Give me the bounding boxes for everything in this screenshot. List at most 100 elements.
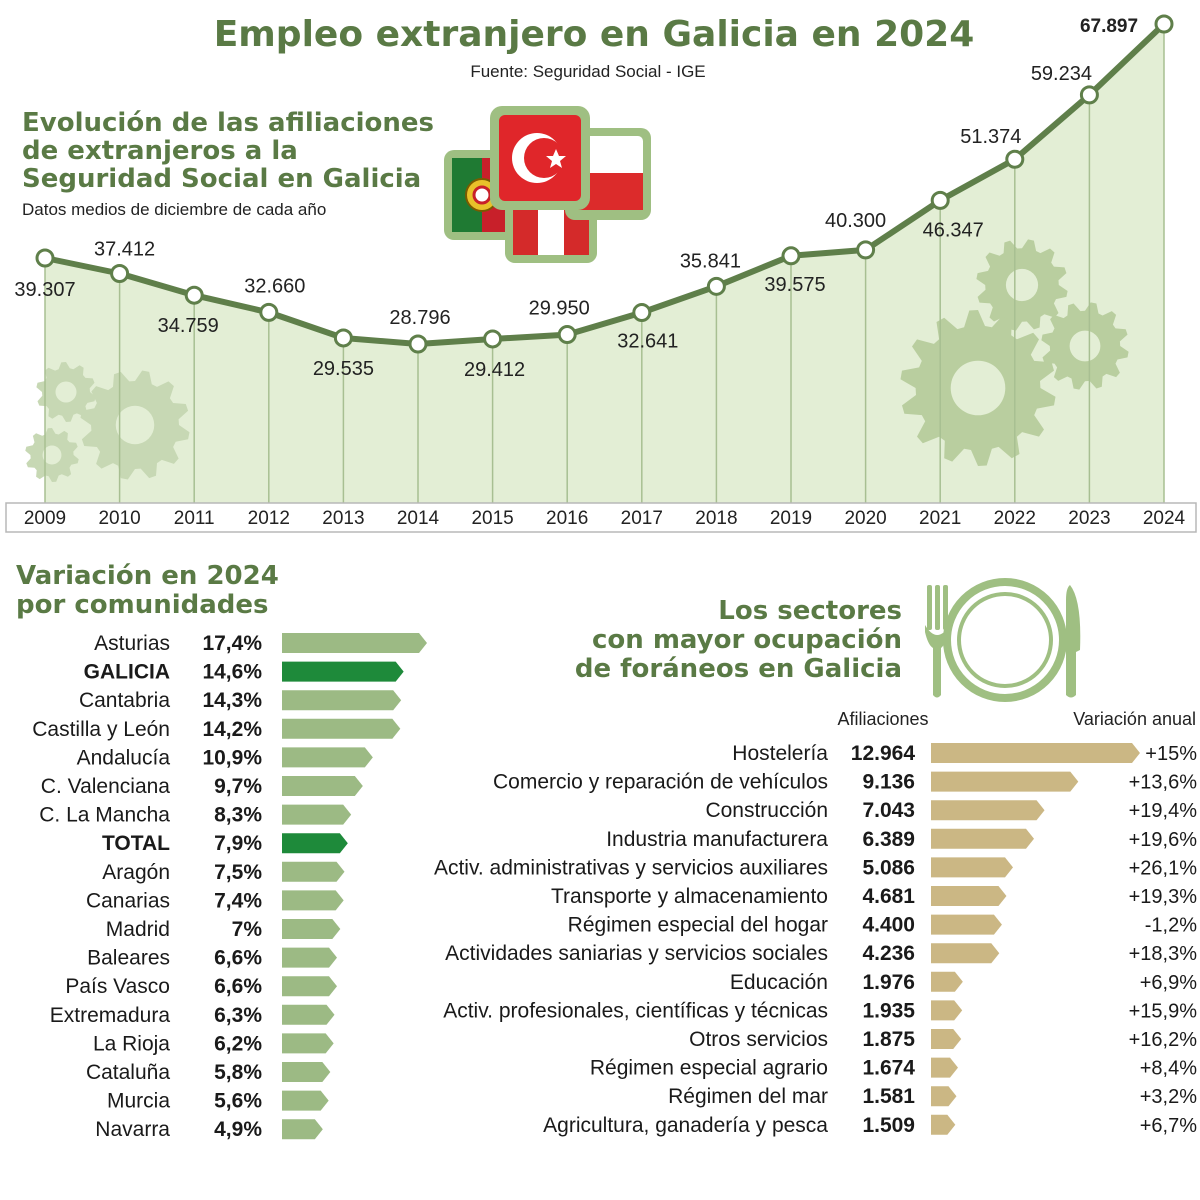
region-value: 17,4% bbox=[202, 632, 262, 655]
sector-variation: +15% bbox=[1145, 743, 1197, 765]
sector-bar bbox=[931, 1086, 957, 1107]
region-name: La Rioja bbox=[93, 1032, 170, 1055]
region-value: 7% bbox=[232, 918, 263, 941]
data-label-2019: 39.575 bbox=[764, 274, 825, 296]
plate-cutlery-icon bbox=[925, 578, 1081, 702]
sector-row: Hostelería 12.964 +15% bbox=[732, 742, 1197, 765]
region-value: 5,8% bbox=[214, 1061, 262, 1084]
region-row: Canarias 7,4% bbox=[86, 889, 344, 912]
sector-name: Transporte y almacenamiento bbox=[551, 885, 828, 908]
year-label-2021: 2021 bbox=[919, 508, 961, 529]
sector-affiliations: 1.875 bbox=[862, 1028, 915, 1051]
sector-affiliations: 1.509 bbox=[862, 1114, 915, 1137]
sector-row: Industria manufacturera 6.389 +19,6% bbox=[606, 828, 1197, 851]
regions-title-line-1: Variación en 2024 bbox=[16, 561, 279, 591]
data-point-2024 bbox=[1154, 14, 1174, 34]
region-row: Baleares 6,6% bbox=[87, 947, 337, 970]
region-bar bbox=[282, 1033, 334, 1054]
region-row: GALICIA 14,6% bbox=[84, 661, 404, 684]
sector-variation: +19,3% bbox=[1129, 886, 1198, 908]
region-value: 14,3% bbox=[202, 689, 262, 712]
regions-chart: Asturias 17,4%GALICIA 14,6%Cantabria 14,3%C… bbox=[32, 632, 427, 1141]
region-name: País Vasco bbox=[65, 975, 170, 998]
region-bar bbox=[282, 1119, 323, 1140]
sector-variation: +15,9% bbox=[1129, 1000, 1198, 1022]
sector-row: Activ. administrativas y servicios auxil… bbox=[434, 856, 1197, 879]
sector-bar bbox=[931, 743, 1140, 763]
year-label-2009: 2009 bbox=[24, 508, 66, 529]
x-axis-strip bbox=[5, 502, 1197, 533]
sector-name: Otros servicios bbox=[689, 1028, 828, 1051]
region-value: 7,9% bbox=[214, 832, 262, 855]
region-bar bbox=[282, 1062, 331, 1082]
data-label-2015: 29.412 bbox=[464, 359, 525, 381]
region-value: 7,5% bbox=[214, 861, 262, 884]
region-bar bbox=[282, 661, 404, 682]
sector-variation: +16,2% bbox=[1129, 1029, 1198, 1051]
region-name: Aragón bbox=[102, 861, 170, 884]
year-label-2023: 2023 bbox=[1068, 508, 1110, 529]
region-bar bbox=[282, 919, 341, 939]
year-label-2016: 2016 bbox=[546, 508, 588, 529]
data-point-2011 bbox=[184, 285, 204, 305]
data-point-2012 bbox=[259, 302, 279, 322]
data-label-2023: 59.234 bbox=[1031, 63, 1092, 85]
sector-bar bbox=[931, 1000, 963, 1021]
data-label-2010: 37.412 bbox=[94, 238, 155, 260]
sectors-title-line-3: de foráneos en Galicia bbox=[575, 654, 902, 684]
sector-affiliations: 4.236 bbox=[862, 942, 915, 965]
sector-row: Actividades saniarias y servicios social… bbox=[445, 942, 1197, 965]
sector-affiliations: 12.964 bbox=[851, 742, 916, 765]
sector-bar bbox=[931, 771, 1079, 792]
sector-name: Educación bbox=[730, 971, 828, 994]
sector-affiliations: 1.581 bbox=[862, 1085, 915, 1108]
sector-row: Régimen del mar 1.581 +3,2% bbox=[668, 1085, 1197, 1108]
col-variation-header: Variación anual bbox=[1073, 709, 1196, 729]
sector-affiliations: 4.681 bbox=[862, 885, 915, 908]
region-bar bbox=[282, 947, 337, 968]
data-label-2013: 29.535 bbox=[313, 358, 374, 380]
regions-title-line-2: por comunidades bbox=[16, 590, 269, 620]
sector-variation: +13,6% bbox=[1129, 772, 1198, 794]
region-bar bbox=[282, 1004, 335, 1025]
region-bar bbox=[282, 776, 363, 796]
data-point-2020 bbox=[856, 240, 876, 260]
region-row: TOTAL 7,9% bbox=[102, 832, 348, 855]
evolution-title-line-1: Evolución de las afiliaciones bbox=[22, 108, 434, 138]
region-bar bbox=[282, 633, 427, 653]
region-row: C. Valenciana 9,7% bbox=[41, 775, 363, 798]
region-row: Asturias 17,4% bbox=[94, 632, 427, 655]
sector-name: Activ. administrativas y servicios auxil… bbox=[434, 856, 828, 879]
data-point-2009 bbox=[35, 248, 55, 268]
data-point-2018 bbox=[706, 276, 726, 296]
evolution-chart: 39.307 37.412 34.759 32.660 29.535 28.796 29.4… bbox=[5, 14, 1197, 533]
evolution-title-line-2: de extranjeros a la bbox=[22, 136, 298, 166]
region-name: Cantabria bbox=[79, 689, 170, 712]
sector-affiliations: 1.935 bbox=[862, 999, 915, 1022]
data-label-2017: 32.641 bbox=[617, 331, 678, 353]
region-bar bbox=[282, 976, 337, 997]
region-name: Canarias bbox=[86, 889, 170, 912]
data-point-2023 bbox=[1079, 85, 1099, 105]
sector-row: Régimen especial del hogar 4.400 -1,2% bbox=[568, 914, 1198, 937]
region-bar bbox=[282, 718, 401, 739]
region-value: 6,3% bbox=[214, 1004, 262, 1027]
sector-variation: +3,2% bbox=[1140, 1086, 1197, 1108]
region-name: Cataluña bbox=[86, 1061, 170, 1084]
sector-name: Agricultura, ganadería y pesca bbox=[543, 1114, 828, 1137]
sector-row: Activ. profesionales, científicas y técn… bbox=[443, 999, 1197, 1022]
evolution-title: Evolución de las afiliaciones de extranj… bbox=[22, 108, 434, 219]
year-label-2024: 2024 bbox=[1143, 508, 1186, 529]
region-name: Extremadura bbox=[50, 1004, 171, 1027]
sector-bar bbox=[931, 914, 1002, 935]
data-label-2021: 46.347 bbox=[923, 219, 984, 241]
region-row: Cantabria 14,3% bbox=[79, 689, 402, 712]
sector-variation: +26,1% bbox=[1129, 857, 1198, 879]
region-name: Baleares bbox=[87, 947, 170, 970]
region-bar bbox=[282, 747, 373, 768]
sector-variation: +19,6% bbox=[1129, 829, 1198, 851]
sector-affiliations: 4.400 bbox=[862, 914, 915, 937]
data-label-2012: 32.660 bbox=[244, 275, 305, 297]
sector-name: Régimen especial del hogar bbox=[568, 914, 828, 937]
region-name: Murcia bbox=[107, 1090, 170, 1113]
